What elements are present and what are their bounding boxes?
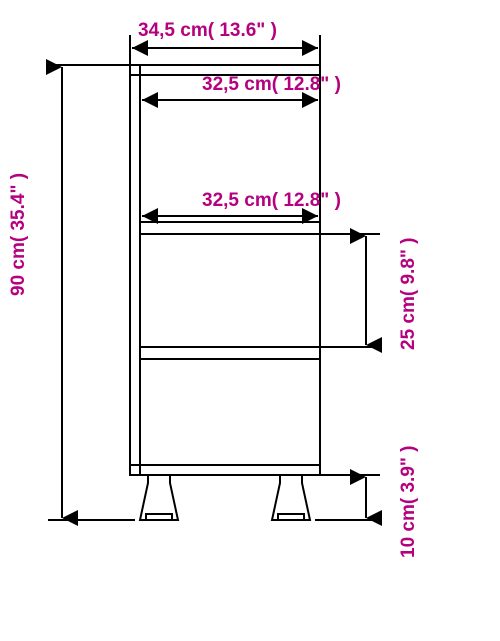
dim-height-total — [48, 65, 135, 520]
dim-leg-height — [315, 475, 380, 520]
label-width-inner1: 32,5 cm( 12.8" ) — [202, 74, 341, 96]
label-height-total: 90 cm( 35.4" ) — [8, 173, 30, 296]
label-width-outer: 34,5 cm( 13.6" ) — [138, 20, 277, 42]
technical-diagram — [0, 0, 500, 641]
label-width-inner2: 32,5 cm( 12.8" ) — [202, 190, 341, 212]
label-leg-height: 10 cm( 3.9" ) — [398, 445, 420, 558]
cabinet-body — [130, 65, 320, 475]
dim-shelf-gap — [320, 234, 380, 347]
label-shelf-gap: 25 cm( 9.8" ) — [398, 237, 420, 350]
cabinet-legs — [140, 475, 310, 520]
